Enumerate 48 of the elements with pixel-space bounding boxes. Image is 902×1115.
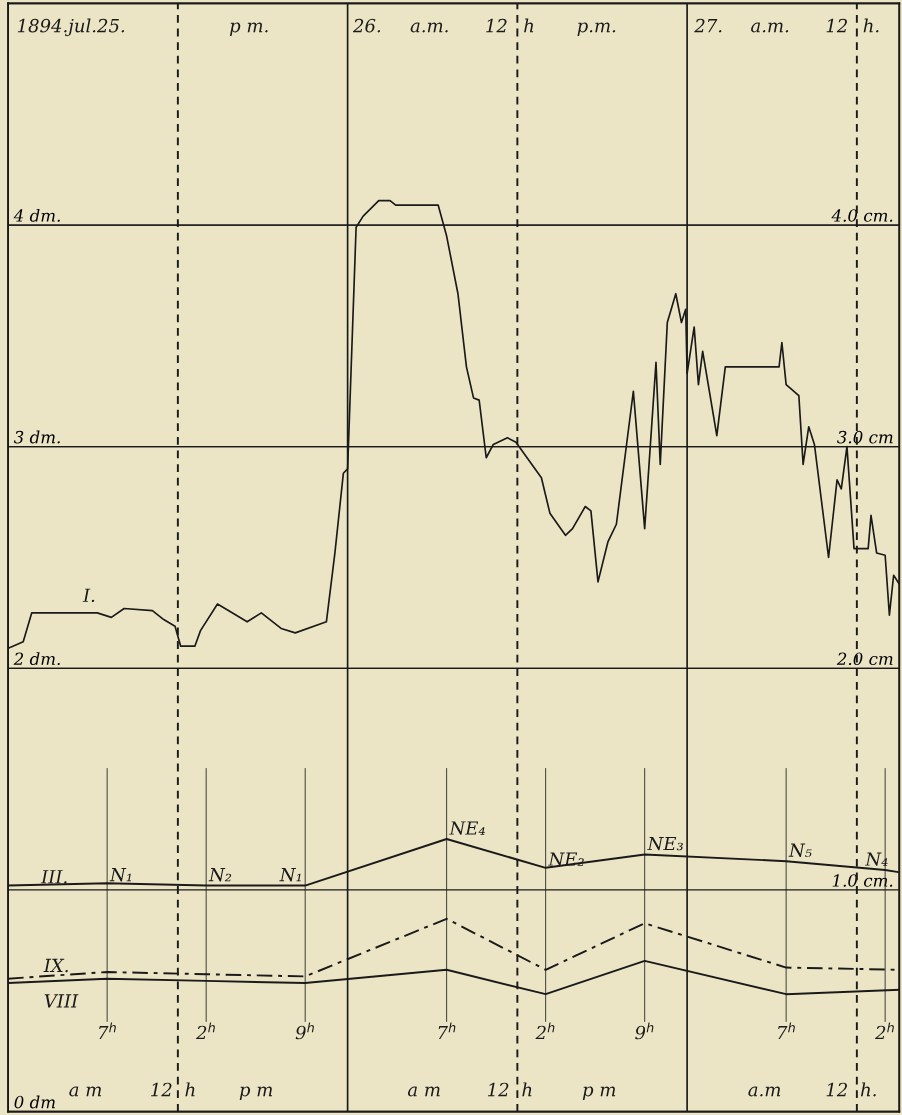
annotation: h bbox=[524, 18, 534, 33]
annotation: p m. bbox=[229, 22, 268, 36]
y-tick-label: 4 dm. bbox=[13, 208, 60, 222]
annotation: 12 bbox=[826, 1082, 848, 1097]
y2-tick-label: 2.0 cm bbox=[836, 652, 893, 666]
x-tick-label: 9$^{h}$ bbox=[295, 1022, 314, 1040]
annotation: h bbox=[185, 1082, 195, 1097]
annotation: NE₄ bbox=[449, 821, 485, 835]
annotation: p.m. bbox=[577, 22, 616, 36]
x-tick-label: 2$^{h}$ bbox=[535, 1022, 555, 1040]
annotation: N₄ bbox=[864, 852, 888, 866]
x-tick-label: 7$^{h}$ bbox=[778, 1022, 795, 1040]
annotation: 27. bbox=[694, 18, 722, 33]
annotation: 12 bbox=[826, 18, 848, 33]
annotation: a.m. bbox=[751, 22, 789, 33]
annotation: p m bbox=[239, 1086, 273, 1100]
annotation: N₂ bbox=[208, 867, 232, 882]
y2-tick-label: 4.0 cm. bbox=[831, 209, 893, 222]
x-tick-label: 2$^{h}$ bbox=[874, 1022, 894, 1040]
annotation: h. bbox=[863, 18, 879, 33]
annotation: N₁ bbox=[109, 867, 132, 882]
x-tick-label: 7$^{h}$ bbox=[438, 1022, 456, 1040]
x-tick-label: 7$^{h}$ bbox=[99, 1022, 116, 1040]
annotation: IX. bbox=[43, 958, 68, 973]
annotation: NE₃ bbox=[647, 836, 683, 851]
y2-tick-label: 3.0 cm bbox=[837, 430, 893, 444]
annotation: 12 bbox=[151, 1082, 172, 1097]
y-tick-label: 0 dm bbox=[14, 1095, 55, 1109]
annotation: a.m bbox=[748, 1086, 781, 1097]
annotation: h bbox=[522, 1082, 532, 1097]
annotation: h. bbox=[860, 1082, 876, 1097]
annotation: N₁ bbox=[279, 867, 301, 882]
annotation: 1894.jul.25. bbox=[17, 18, 125, 37]
annotation: a m bbox=[407, 1086, 440, 1097]
annotation: I. bbox=[82, 588, 95, 603]
annotation: N₅ bbox=[788, 843, 812, 857]
x-tick-label: 9$^{h}$ bbox=[635, 1022, 654, 1040]
annotation: 12 bbox=[487, 1082, 509, 1097]
y-tick-label: 2 dm. bbox=[13, 652, 60, 666]
annotation: VIII bbox=[44, 994, 79, 1008]
annotation: 12 bbox=[486, 18, 507, 33]
annotation: p m bbox=[582, 1086, 616, 1100]
annotation: 26. bbox=[352, 18, 381, 33]
annotation: a m bbox=[69, 1086, 102, 1097]
annotation: a.m. bbox=[410, 22, 448, 33]
y-tick-label: 3 dm. bbox=[13, 430, 60, 444]
annotation: III. bbox=[40, 870, 67, 884]
x-tick-label: 2$^{h}$ bbox=[195, 1022, 215, 1040]
